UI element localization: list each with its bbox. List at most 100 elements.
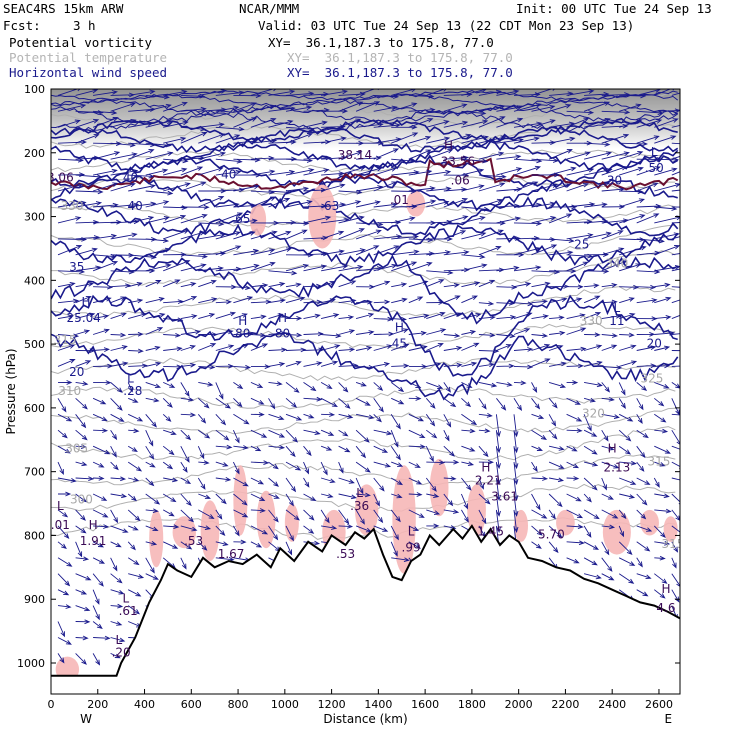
wind-vector [110, 102, 137, 112]
wind-vector [601, 493, 614, 500]
wind-vector [373, 105, 398, 112]
wind-vector [426, 381, 444, 389]
wind-vector [215, 509, 223, 520]
wind-vector [285, 133, 314, 144]
field-theta-xy: XY= 36.1,187.3 to 175.8, 77.0 [287, 50, 513, 65]
wind-vector [198, 279, 217, 288]
x-tick-label: 1600 [411, 698, 439, 711]
wind-vector [57, 298, 80, 304]
wind-vector [233, 509, 249, 518]
wind-vector [636, 119, 663, 128]
wind-vector [636, 331, 656, 337]
wind-vector [443, 397, 457, 408]
wind-vector [601, 445, 615, 451]
wind-vector [198, 196, 225, 208]
wind-vector [110, 152, 138, 160]
wind-vector [425, 446, 434, 463]
wind-vector [461, 119, 489, 128]
wind-vector [303, 477, 310, 488]
wind-vector [145, 168, 169, 176]
wind-vector [601, 247, 625, 256]
wind-vector [426, 270, 454, 275]
wind-vector [320, 230, 345, 240]
wind-vector [478, 229, 505, 240]
wind-vector [163, 381, 176, 388]
wind-vector [513, 462, 519, 486]
wind-vector [75, 461, 88, 467]
wind-vector [548, 381, 567, 389]
wind-vector [426, 236, 453, 242]
wind-vector [268, 413, 285, 421]
wind-vector [57, 89, 81, 96]
wind-vector [163, 332, 182, 338]
wind-vector [92, 151, 121, 160]
wind-vector [198, 364, 216, 370]
wind-vector [619, 297, 635, 304]
wind-vector [110, 557, 118, 572]
wind-vector [566, 493, 582, 502]
pv-shading-area [392, 465, 416, 574]
wind-vector [478, 459, 494, 465]
wind-vector [321, 298, 336, 304]
wind-vector [128, 215, 155, 224]
wind-vector [496, 89, 520, 96]
wind-vector [636, 316, 658, 322]
wind-contour-label: 25 [574, 237, 589, 251]
wind-vector [373, 245, 400, 256]
wind-vector [373, 263, 398, 272]
wind-vector [356, 345, 373, 351]
wind-vector [338, 445, 351, 453]
wind-vector [408, 251, 435, 257]
wind-vector [373, 316, 394, 322]
wind-vector [654, 135, 677, 144]
wind-vector [180, 509, 195, 523]
wind-vector [93, 380, 112, 385]
wind-vector [671, 461, 680, 469]
wind-vector [478, 246, 502, 256]
wind-vector [162, 461, 174, 470]
wind-vector [513, 430, 519, 454]
wind-vector [285, 296, 306, 304]
wind-vector [443, 295, 461, 304]
wind-vector [496, 363, 515, 369]
wind-vector [180, 204, 210, 210]
wind-vector [58, 491, 72, 497]
wind-vector [338, 413, 354, 419]
wind-vector [303, 396, 323, 402]
theta-contour [51, 357, 676, 382]
wind-vector [601, 365, 623, 370]
wind-vector [163, 229, 190, 240]
wind-vector [233, 296, 254, 304]
wind-vector [320, 382, 333, 389]
wind-vector [321, 89, 349, 96]
wind-vector [671, 206, 680, 208]
wind-contour-label: 65 [235, 212, 250, 226]
theta-contour-label: 315 [54, 333, 77, 347]
wind-contour-label: L [651, 145, 658, 159]
wind-vector [268, 156, 298, 162]
wind-vector [92, 461, 105, 468]
wind-vector [92, 493, 108, 501]
wind-vector [426, 186, 452, 192]
wind-vector [57, 314, 74, 320]
wind-vector [373, 398, 384, 413]
wind-vector [461, 231, 487, 240]
wind-vector [426, 136, 451, 144]
wind-vector [478, 398, 487, 410]
wind-vector [566, 284, 584, 290]
wind-vector [549, 445, 565, 451]
wind-vector [495, 446, 501, 470]
wind-vector [215, 493, 227, 505]
wind-vector [461, 158, 489, 164]
wind-vector [180, 282, 197, 288]
wind-vector [198, 133, 226, 144]
wind-vector [128, 184, 157, 192]
wind-vector [215, 413, 227, 426]
wind-vector [93, 524, 110, 529]
wind-vector [320, 313, 340, 320]
wind-vector [408, 364, 428, 369]
wind-vector [373, 477, 385, 492]
pv-shading-area [256, 490, 276, 549]
wind-vector [636, 525, 653, 532]
